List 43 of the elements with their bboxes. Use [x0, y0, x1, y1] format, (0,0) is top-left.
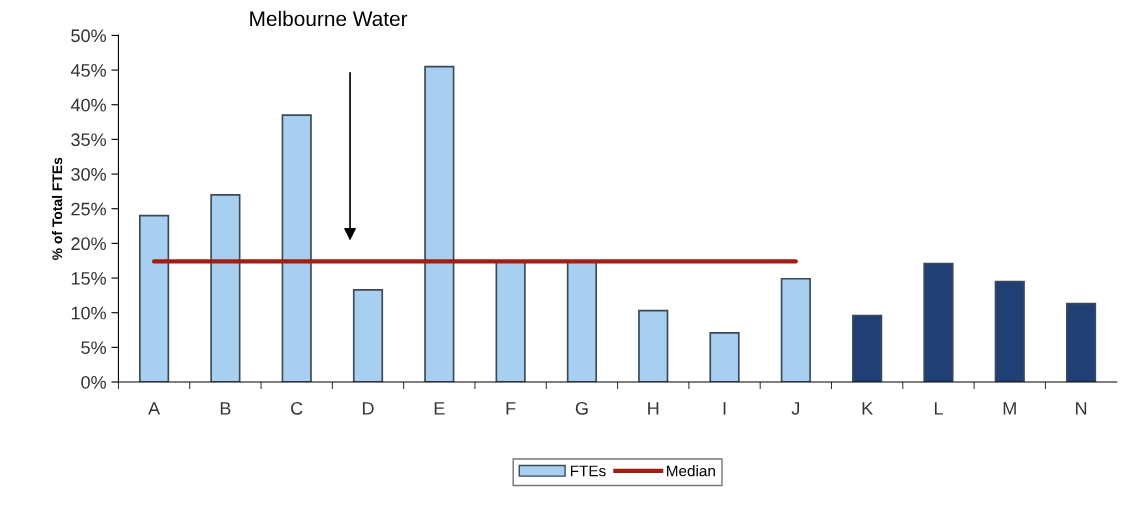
- x-tick-label: F: [506, 402, 516, 415]
- legend-label: Median: [667, 465, 715, 477]
- y-tick-label: 40%: [70, 98, 106, 112]
- y-tick-label: 35%: [71, 133, 106, 147]
- bar: [852, 314, 883, 383]
- y-tick-label: 30%: [71, 168, 106, 181]
- bar: [138, 214, 170, 383]
- bar: [566, 260, 598, 383]
- x-tick-label: D: [362, 402, 374, 415]
- x-tick-label: L: [934, 402, 943, 415]
- bar: [495, 260, 526, 383]
- bar: [1065, 302, 1097, 383]
- x-tick-label: I: [723, 402, 726, 415]
- x-tick-label: A: [148, 402, 161, 415]
- x-tick-label: M: [1003, 402, 1016, 415]
- bar: [424, 65, 455, 383]
- x-tick-label: B: [220, 402, 231, 415]
- x-tick-label: C: [291, 401, 303, 415]
- bar: [923, 262, 954, 383]
- y-tick-label: 20%: [71, 237, 106, 251]
- y-tick-label: 50%: [71, 29, 106, 43]
- bar: [638, 309, 669, 383]
- bar: [780, 277, 811, 383]
- y-axis-title: % of Total FTEs: [52, 157, 63, 260]
- bar: [709, 331, 740, 383]
- y-tick-label: 15%: [71, 272, 106, 285]
- bar: [352, 288, 384, 383]
- bar: [210, 194, 241, 383]
- x-tick-label: K: [862, 402, 873, 415]
- x-tick-label: E: [434, 402, 445, 415]
- y-tick-label: 5%: [81, 341, 106, 355]
- x-tick-label: H: [648, 402, 659, 415]
- y-tick-label: 45%: [70, 64, 106, 77]
- x-tick-label: J: [791, 402, 800, 415]
- x-tick-label: G: [575, 401, 588, 415]
- bar: [994, 280, 1025, 383]
- y-tick-label: 25%: [71, 202, 106, 216]
- legend-label: FTEs: [570, 465, 606, 477]
- text: Melbourne Water: [250, 10, 408, 27]
- y-tick-label: 0%: [81, 375, 106, 389]
- bar: [281, 114, 312, 383]
- x-tick-label: N: [1076, 402, 1087, 415]
- y-tick-label: 10%: [71, 306, 106, 320]
